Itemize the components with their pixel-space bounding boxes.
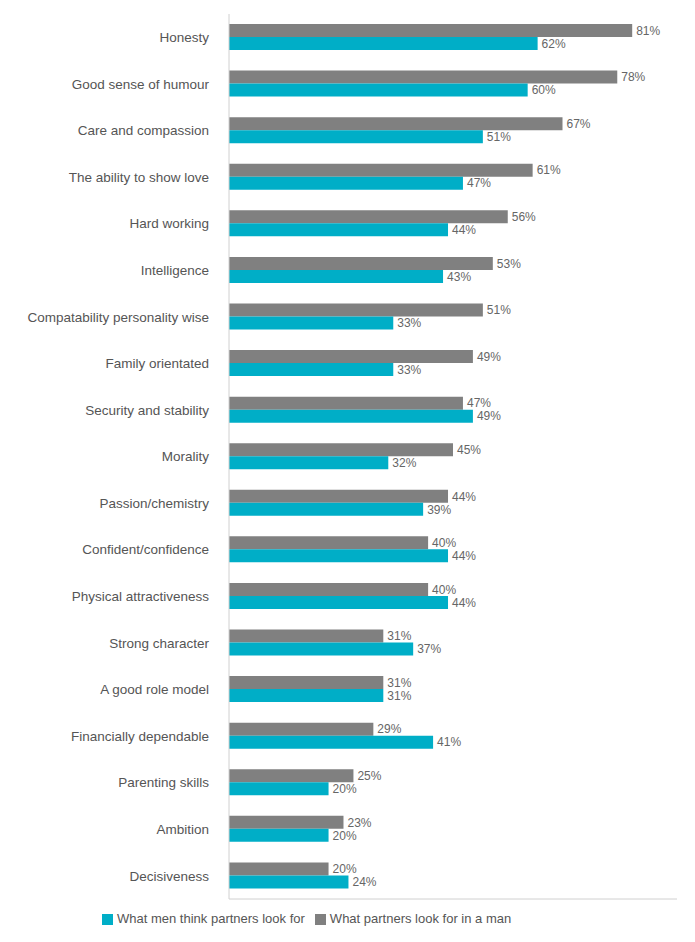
svg-text:Financially dependable: Financially dependable	[71, 729, 209, 744]
svg-text:Confident/confidence: Confident/confidence	[82, 542, 209, 557]
svg-text:The ability to show love: The ability to show love	[69, 170, 209, 185]
svg-text:81%: 81%	[636, 24, 660, 38]
svg-text:53%: 53%	[497, 257, 521, 271]
svg-text:Good sense of humour: Good sense of humour	[72, 77, 210, 92]
svg-text:20%: 20%	[333, 862, 357, 876]
svg-text:24%: 24%	[352, 875, 376, 889]
svg-text:29%: 29%	[377, 722, 401, 736]
svg-text:39%: 39%	[427, 503, 451, 517]
html-text:What men think partners look f: What men think partners look for	[117, 911, 305, 926]
svg-text:40%: 40%	[432, 536, 456, 550]
svg-text:20%: 20%	[333, 829, 357, 843]
svg-text:31%: 31%	[387, 689, 411, 703]
svg-text:44%: 44%	[452, 596, 476, 610]
svg-text:49%: 49%	[477, 409, 501, 423]
svg-text:33%: 33%	[397, 363, 421, 377]
svg-text:62%: 62%	[542, 37, 566, 51]
svg-text:49%: 49%	[477, 350, 501, 364]
svg-text:37%: 37%	[417, 642, 441, 656]
svg-text:Morality: Morality	[162, 449, 210, 464]
svg-text:56%: 56%	[512, 210, 536, 224]
svg-text:Intelligence: Intelligence	[141, 263, 209, 278]
svg-text:51%: 51%	[487, 303, 511, 317]
svg-text:Decisiveness: Decisiveness	[129, 869, 209, 884]
svg-text:51%: 51%	[487, 130, 511, 144]
svg-text:Honesty: Honesty	[159, 30, 209, 45]
svg-text:43%: 43%	[447, 270, 471, 284]
svg-text:44%: 44%	[452, 490, 476, 504]
svg-text:Strong character: Strong character	[109, 636, 209, 651]
svg-text:Family orientated: Family orientated	[105, 356, 209, 371]
svg-text:33%: 33%	[397, 316, 421, 330]
svg-text:67%: 67%	[567, 117, 591, 131]
svg-text:31%: 31%	[387, 676, 411, 690]
html-text:What partners look for in a ma: What partners look for in a man	[329, 911, 512, 926]
svg-text:47%: 47%	[467, 176, 491, 190]
svg-text:Compatability personality wise: Compatability personality wise	[27, 310, 209, 325]
svg-text:61%: 61%	[537, 163, 561, 177]
svg-text:78%: 78%	[621, 70, 645, 84]
svg-text:Hard working: Hard working	[129, 216, 209, 231]
svg-text:40%: 40%	[432, 583, 456, 597]
svg-text:Security and stability: Security and stability	[85, 403, 209, 418]
svg-text:23%: 23%	[347, 816, 371, 830]
svg-text:Ambition: Ambition	[156, 822, 209, 837]
svg-text:Parenting skills: Parenting skills	[118, 775, 209, 790]
svg-text:31%: 31%	[387, 629, 411, 643]
svg-text:A good role model: A good role model	[100, 682, 209, 697]
svg-text:25%: 25%	[357, 769, 381, 783]
svg-text:45%: 45%	[457, 443, 481, 457]
svg-text:Care and compassion: Care and compassion	[78, 123, 209, 138]
svg-text:60%: 60%	[532, 83, 556, 97]
svg-text:32%: 32%	[392, 456, 416, 470]
svg-text:Physical attractiveness: Physical attractiveness	[72, 589, 210, 604]
svg-text:47%: 47%	[467, 396, 491, 410]
svg-text:41%: 41%	[437, 735, 461, 749]
svg-text:44%: 44%	[452, 549, 476, 563]
svg-text:20%: 20%	[333, 782, 357, 796]
svg-text:Passion/chemistry: Passion/chemistry	[99, 496, 209, 511]
svg-text:44%: 44%	[452, 223, 476, 237]
